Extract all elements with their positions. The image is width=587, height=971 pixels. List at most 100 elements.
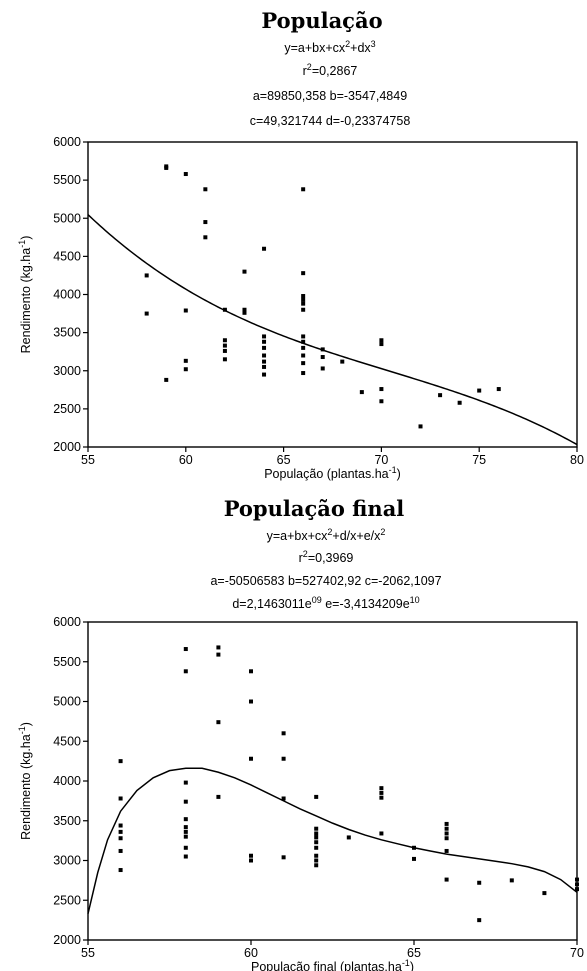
data-point — [496, 387, 501, 392]
data-point — [281, 855, 286, 860]
x-tick-label: 55 — [81, 453, 95, 467]
data-point — [379, 786, 384, 791]
data-point — [301, 294, 306, 299]
chart-populacao: População y=a+bx+cx2​+dx3​ r2​=0,2867 a=898… — [17, 8, 584, 481]
equation-line: c=49,321744 d=-0,23374758 — [250, 114, 411, 128]
data-point — [379, 387, 384, 392]
data-point — [314, 835, 319, 840]
x-tick-label: 65 — [277, 453, 291, 467]
y-tick-label: 3500 — [53, 814, 81, 828]
data-point — [412, 845, 416, 850]
chart-populacao-final: População final y=a+bx+cx2​+d/x+e/x2​ r2​=… — [17, 496, 584, 971]
data-point — [301, 187, 306, 192]
y-tick-label: 2500 — [53, 893, 81, 907]
data-point — [379, 399, 384, 404]
y-tick-label: 5500 — [53, 173, 81, 187]
plot-frame — [87, 621, 578, 941]
data-point — [281, 756, 286, 761]
data-point — [301, 345, 306, 350]
y-tick-label: 5000 — [53, 211, 81, 225]
equation-line: a=89850,358 b=-3547,4849 — [253, 89, 407, 103]
data-point — [183, 799, 188, 804]
data-point — [314, 845, 319, 850]
data-point — [438, 393, 443, 398]
data-point — [249, 853, 253, 858]
data-point — [242, 307, 247, 312]
y-tick-label: 2000 — [53, 440, 81, 454]
y-tick-label: 6000 — [53, 615, 81, 629]
data-point — [183, 367, 188, 372]
data-point — [301, 339, 306, 344]
y-tick-label: 2000 — [53, 933, 81, 947]
data-point — [262, 246, 267, 251]
data-point — [183, 829, 188, 834]
equation-line: r2​=0,3969 — [299, 549, 354, 565]
data-point — [444, 836, 449, 841]
data-point — [262, 345, 267, 350]
data-point — [314, 863, 319, 868]
y-tick-label: 3000 — [53, 854, 81, 868]
equation-line: d=2,1463011e09​ e=-3,4134209e10​ — [232, 595, 419, 611]
data-point — [575, 887, 579, 892]
data-point — [379, 831, 384, 836]
data-point — [477, 388, 482, 393]
data-point — [359, 390, 364, 395]
data-point — [118, 848, 123, 853]
data-point — [379, 338, 384, 343]
y-axis-label: Rendimento (kg.ha-1) — [17, 236, 33, 354]
data-point — [477, 918, 482, 923]
data-point — [183, 647, 188, 652]
data-point — [118, 829, 123, 834]
data-point — [281, 731, 286, 736]
data-point — [144, 311, 149, 316]
data-point — [242, 269, 247, 274]
data-point — [262, 353, 267, 358]
data-point — [222, 307, 227, 312]
data-point — [216, 794, 221, 799]
y-tick-label: 4500 — [53, 734, 81, 748]
data-point — [242, 310, 247, 315]
data-point — [249, 669, 253, 674]
plot-frame — [87, 141, 578, 448]
data-point — [444, 826, 449, 831]
data-point — [314, 794, 319, 799]
equation-line: r2​=0,2867 — [303, 62, 358, 78]
y-tick-label: 4500 — [53, 249, 81, 263]
data-point — [301, 297, 306, 302]
data-point — [118, 796, 123, 801]
data-point — [216, 720, 221, 725]
data-point — [262, 364, 267, 369]
y-tick-label: 4000 — [53, 288, 81, 302]
data-point — [183, 854, 188, 859]
data-point — [379, 795, 384, 800]
data-point — [314, 858, 319, 863]
y-tick-label: 3000 — [53, 364, 81, 378]
y-tick-label: 2500 — [53, 402, 81, 416]
x-tick-label: 70 — [374, 453, 388, 467]
data-point — [418, 424, 423, 429]
data-point — [444, 821, 449, 826]
data-point — [183, 308, 188, 313]
data-point — [144, 273, 149, 278]
data-point — [203, 220, 208, 225]
data-point — [379, 342, 384, 347]
x-tick-label: 80 — [570, 453, 584, 467]
equation-line: a=-50506583 b=527402,92 c=-2062,1097 — [210, 574, 441, 588]
data-point — [314, 840, 319, 845]
x-tick-label: 75 — [472, 453, 486, 467]
x-axis-label: População final (plantas.ha-1) — [251, 958, 414, 971]
y-tick-label: 5000 — [53, 695, 81, 709]
data-point — [222, 357, 227, 362]
data-point — [346, 835, 351, 840]
x-axis-label: População (plantas.ha-1) — [264, 465, 401, 481]
data-point — [314, 853, 319, 858]
data-point — [379, 790, 384, 795]
data-point — [301, 353, 306, 358]
y-tick-label: 5500 — [53, 655, 81, 669]
data-point — [301, 371, 306, 376]
data-point — [457, 400, 462, 405]
data-point — [249, 858, 253, 863]
data-point — [320, 355, 325, 360]
data-point — [216, 652, 221, 657]
y-tick-label: 4000 — [53, 774, 81, 788]
